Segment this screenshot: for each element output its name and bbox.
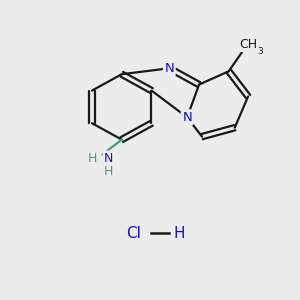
Text: N: N — [104, 152, 113, 164]
Text: N: N — [182, 111, 192, 124]
Text: H: H — [87, 152, 97, 164]
Text: 3: 3 — [258, 46, 263, 56]
Text: H: H — [174, 226, 185, 241]
Text: H: H — [104, 165, 113, 178]
Text: N: N — [164, 62, 174, 75]
Text: CH: CH — [239, 38, 257, 51]
Text: Cl: Cl — [126, 226, 141, 241]
